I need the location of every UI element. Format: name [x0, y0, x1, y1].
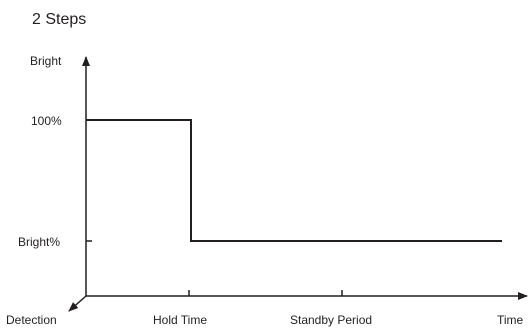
y-level-high-label: 100% — [31, 114, 62, 128]
step-line — [86, 119, 502, 242]
x-axis-label: Time — [497, 313, 524, 327]
diagram-title: 2 Steps — [32, 11, 86, 28]
x-marker-hold-label: Hold Time — [153, 313, 207, 327]
x-marker-standby-label: Standby Period — [290, 313, 372, 327]
origin-arrow — [68, 295, 87, 312]
y-axis-label: Bright — [30, 54, 62, 68]
y-level-low-label: Bright% — [18, 235, 60, 249]
origin-label: Detection — [6, 313, 57, 327]
